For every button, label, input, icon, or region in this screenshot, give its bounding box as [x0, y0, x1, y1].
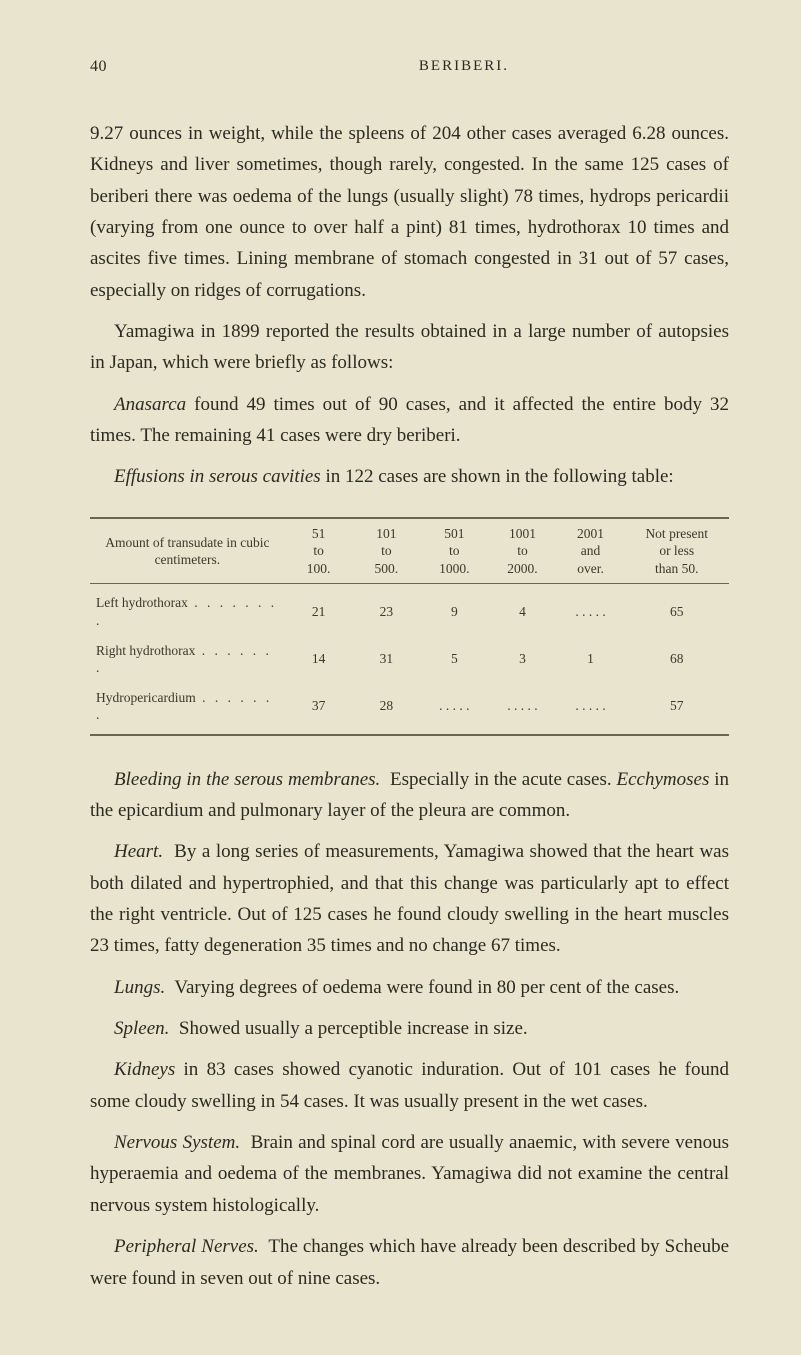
paragraph-text: Varying degrees of oedema were found in … [165, 977, 679, 998]
column-header: 51to100. [285, 518, 353, 584]
paragraph-11: Peripheral Nerves. The changes which hav… [90, 1231, 729, 1294]
paragraph-9: Kidneys in 83 cases showed cyanotic indu… [90, 1054, 729, 1117]
data-table: Amount of transudate in cubic centimeter… [90, 517, 729, 736]
table-row: Left hydrothorax . . . . . . . . 21 23 9… [90, 584, 729, 636]
table-cell: . . . . . [557, 584, 625, 636]
italic-term: Ecchymoses [616, 769, 709, 790]
paragraph-text: Especially in the acute cases. [380, 769, 616, 790]
row-label: Right hydrothorax . . . . . . . [90, 636, 285, 683]
table-cell: 57 [625, 683, 730, 735]
table-cell: 9 [420, 584, 488, 636]
table-cell: 28 [352, 683, 420, 735]
paragraph-text: Showed usually a perceptible increase in… [169, 1018, 527, 1039]
paragraph-3: Anasarca found 49 times out of 90 cases,… [90, 389, 729, 452]
table-row: Right hydrothorax . . . . . . . 14 31 5 … [90, 636, 729, 683]
row-label: Left hydrothorax . . . . . . . . [90, 584, 285, 636]
running-header: 40 BERIBERI. [90, 58, 729, 76]
table-cell: . . . . . [488, 683, 556, 735]
italic-term: Nervous System. [114, 1132, 240, 1153]
paragraph-7: Lungs. Varying degrees of oedema were fo… [90, 972, 729, 1003]
table-cell: 31 [352, 636, 420, 683]
table-header-row: Amount of transudate in cubic centimeter… [90, 518, 729, 584]
italic-term: Anasarca [114, 394, 186, 415]
paragraph-10: Nervous System. Brain and spinal cord ar… [90, 1127, 729, 1221]
paragraph-text: found 49 times out of 90 cases, and it a… [90, 394, 734, 446]
paragraph-2: Yamagiwa in 1899 reported the results ob… [90, 316, 729, 379]
page: 40 BERIBERI. 9.27 ounces in weight, whil… [0, 0, 801, 1355]
paragraph-6: Heart. By a long series of measurements,… [90, 836, 729, 961]
table-cell: 21 [285, 584, 353, 636]
paragraph-8: Spleen. Showed usually a perceptible inc… [90, 1013, 729, 1044]
paragraph-text: in 122 cases are shown in the following … [321, 466, 674, 487]
column-header: 501to1000. [420, 518, 488, 584]
italic-term: Effusions in serous cavities [114, 466, 321, 487]
stub-header: Amount of transudate in cubic centimeter… [90, 518, 285, 584]
column-header: 101to500. [352, 518, 420, 584]
column-header: 1001to2000. [488, 518, 556, 584]
table-cell: 4 [488, 584, 556, 636]
table-cell: . . . . . [557, 683, 625, 735]
running-title: BERIBERI. [419, 58, 509, 76]
italic-term: Heart. [114, 841, 163, 862]
transudate-table: Amount of transudate in cubic centimeter… [90, 517, 729, 736]
table-cell: 65 [625, 584, 730, 636]
table-cell: 14 [285, 636, 353, 683]
table-cell: 37 [285, 683, 353, 735]
paragraph-4: Effusions in serous cavities in 122 case… [90, 461, 729, 492]
page-number: 40 [90, 58, 107, 76]
paragraph-text: By a long series of measurements, Yamagi… [90, 841, 734, 956]
paragraph-1: 9.27 ounces in weight, while the spleens… [90, 118, 729, 306]
table-row: Hydropericardium . . . . . . . 37 28 . .… [90, 683, 729, 735]
table-cell: . . . . . [420, 683, 488, 735]
table-cell: 3 [488, 636, 556, 683]
table-cell: 68 [625, 636, 730, 683]
paragraph-text: in 83 cases showed cyanotic induration. … [90, 1059, 734, 1111]
italic-term: Peripheral Nerves. [114, 1236, 259, 1257]
table-cell: 23 [352, 584, 420, 636]
italic-term: Lungs. [114, 977, 165, 998]
table-cell: 5 [420, 636, 488, 683]
italic-term: Bleeding in the serous membranes. [114, 769, 380, 790]
table-cell: 1 [557, 636, 625, 683]
paragraph-5: Bleeding in the serous membranes. Especi… [90, 764, 729, 827]
column-header: 2001andover. [557, 518, 625, 584]
italic-term: Kidneys [114, 1059, 175, 1080]
italic-term: Spleen. [114, 1018, 169, 1039]
row-label: Hydropericardium . . . . . . . [90, 683, 285, 735]
column-header: Not presentor lessthan 50. [625, 518, 730, 584]
